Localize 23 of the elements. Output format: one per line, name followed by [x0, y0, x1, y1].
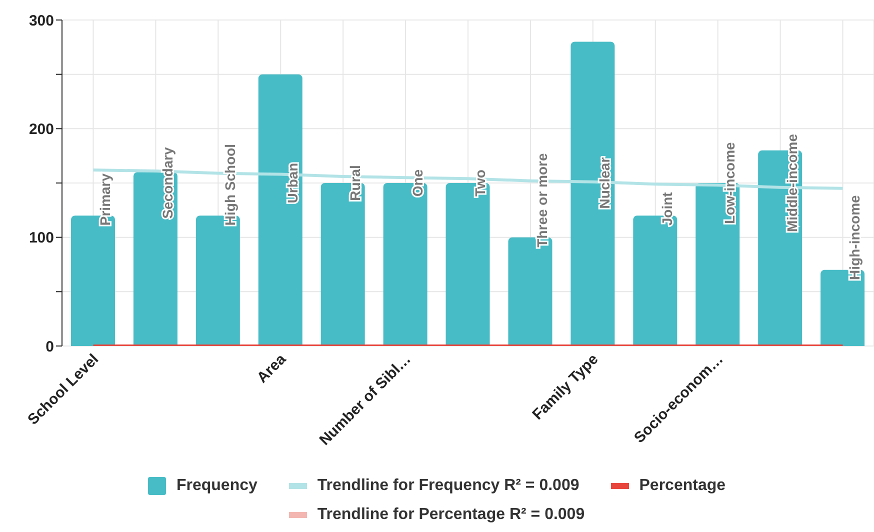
y-tick-label: 100 [28, 230, 54, 247]
legend-label: Frequency [175, 476, 258, 496]
y-tick-label: 200 [28, 120, 54, 138]
data-label: Nuclear [596, 156, 613, 209]
legend-label: Trendline for Frequency R² = 0.009 [316, 476, 580, 496]
bar [258, 74, 302, 346]
legend-label: Percentage [638, 476, 726, 496]
y-tick-label: 300 [28, 12, 54, 30]
data-label: Rural [346, 165, 363, 201]
data-label: Primary [97, 173, 113, 226]
data-label: Two [472, 170, 488, 196]
data-label: Middle-income [784, 134, 800, 232]
data-label: High School [222, 144, 238, 226]
data-label: High-income [846, 194, 863, 280]
data-label: Three or more [534, 152, 550, 248]
data-label: Joint [659, 192, 676, 226]
data-label: Urban [284, 162, 300, 204]
data-label: One [409, 169, 426, 197]
y-tick-label: 0 [46, 338, 54, 356]
data-label: Low-income [722, 142, 738, 224]
bar [570, 42, 615, 346]
data-label: Secondary [159, 146, 176, 219]
legend-label: Trendline for Percentage R² = 0.009 [316, 505, 585, 525]
